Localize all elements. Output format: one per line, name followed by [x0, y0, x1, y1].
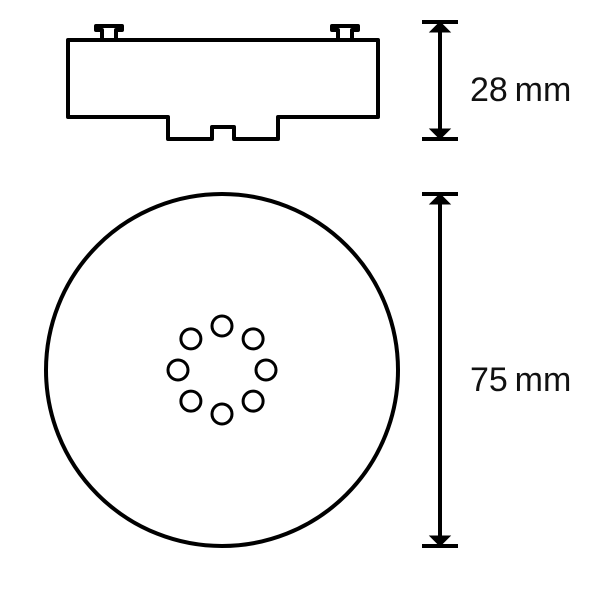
canvas-bg — [0, 0, 600, 600]
